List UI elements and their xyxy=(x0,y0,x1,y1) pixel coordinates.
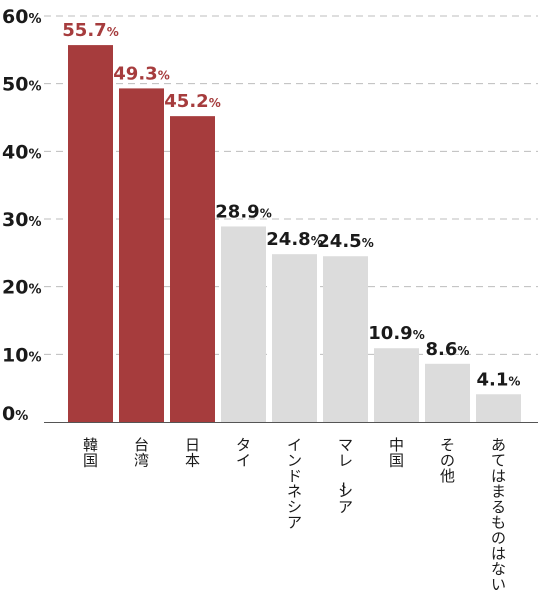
y-axis-ticks: 0% 10% 20% 30% 40% 50% 60% xyxy=(2,6,41,425)
bar xyxy=(476,394,521,422)
category-label: マレーシア xyxy=(334,436,353,516)
y-tick-label: 50% xyxy=(2,74,41,96)
y-tick-label: 40% xyxy=(2,141,41,163)
y-tick-label: 20% xyxy=(2,277,41,299)
bar xyxy=(119,88,164,423)
category-label: 台湾 xyxy=(134,436,149,470)
bar xyxy=(221,226,266,422)
category-label: インドネシア xyxy=(287,436,302,532)
y-tick-label: 0% xyxy=(2,403,28,425)
y-tick-label: 60% xyxy=(2,6,41,28)
category-label: 日本 xyxy=(185,436,200,470)
value-label: 8.6% xyxy=(426,339,470,360)
value-label: 49.3% xyxy=(113,63,169,84)
bar xyxy=(68,45,113,422)
category-label: 中国 xyxy=(389,436,404,470)
bars xyxy=(68,45,521,423)
bar xyxy=(170,116,215,422)
value-label: 4.1% xyxy=(477,369,521,390)
category-labels: 韓国 台湾 日本 タイ インドネシア マレーシア 中国 その他 あてはまるものはない xyxy=(83,436,506,594)
bar xyxy=(425,363,470,422)
bar xyxy=(374,348,419,422)
value-label: 55.7% xyxy=(62,20,118,41)
category-label: その他 xyxy=(440,436,455,485)
value-label: 24.8% xyxy=(266,229,322,250)
y-tick-label: 10% xyxy=(2,344,41,366)
value-label: 28.9% xyxy=(215,201,271,222)
category-label: 韓国 xyxy=(83,436,98,470)
bar xyxy=(272,254,317,422)
value-label: 45.2% xyxy=(164,91,220,112)
category-label: あてはまるものはない xyxy=(491,436,506,594)
bar xyxy=(323,256,368,422)
value-labels: 55.7% 49.3% 45.2% 28.9% 24.8%24.5% 10.9%8.6% 4… xyxy=(62,20,520,390)
value-label: 24.5% xyxy=(317,231,373,252)
category-label: タイ xyxy=(236,436,251,470)
y-tick-label: 30% xyxy=(2,209,41,231)
value-label: 10.9% xyxy=(368,323,424,344)
